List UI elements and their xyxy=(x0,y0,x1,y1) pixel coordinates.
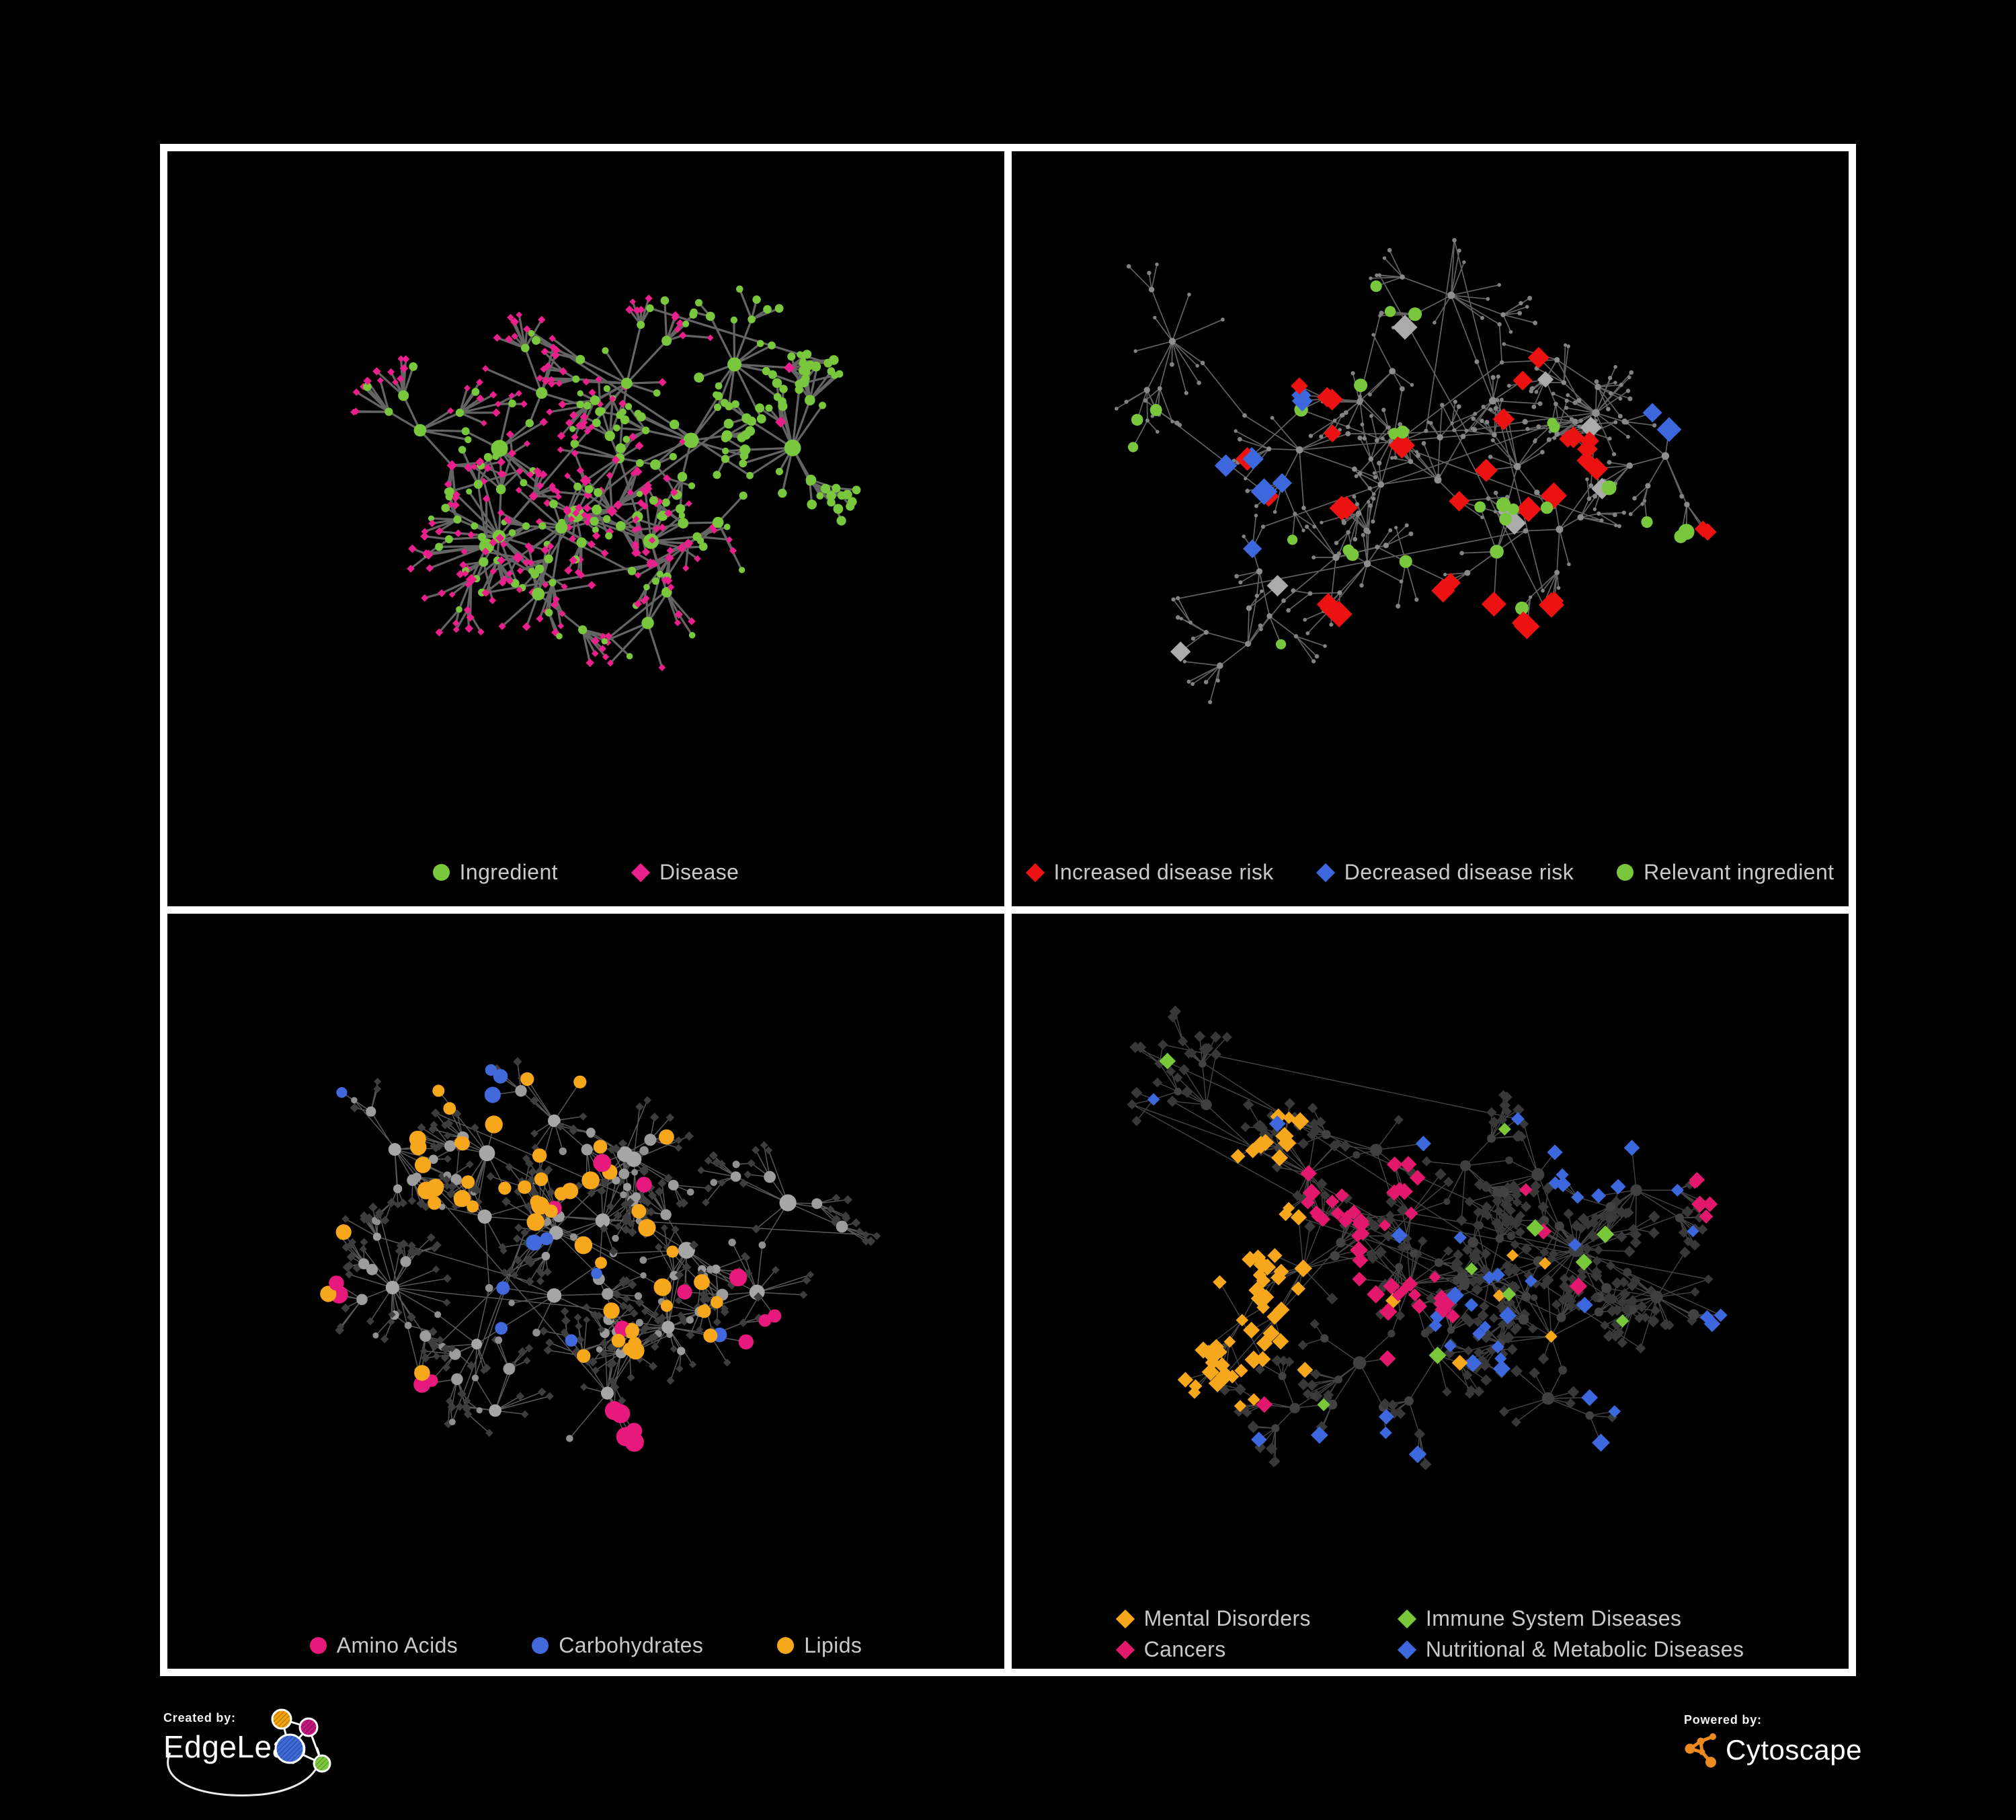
edgeleap-logo xyxy=(271,1708,331,1773)
cancers-marker-icon xyxy=(1115,1640,1135,1659)
legend-label: Decreased disease risk xyxy=(1344,860,1574,884)
lipids-marker-icon xyxy=(777,1637,795,1654)
ingredient-disease-network-canvas xyxy=(350,285,861,672)
legend-nutrient-classes: Amino Acids Carbohydrates Lipids xyxy=(167,1633,1004,1658)
edgeleap-node-blue xyxy=(274,1733,305,1764)
legend-label: Disease xyxy=(659,860,739,884)
legend-item-amino-acids: Amino Acids xyxy=(309,1633,458,1658)
increased-risk-marker-icon xyxy=(1025,863,1045,882)
legend-item-lipids: Lipids xyxy=(777,1633,862,1658)
nutritional-metabolic-marker-icon xyxy=(1397,1640,1417,1659)
disease-categories-network-canvas xyxy=(1127,1005,1728,1470)
panel-disease-risk: Increased disease risk Decreased disease… xyxy=(1012,151,1849,906)
legend-item-carbohydrates: Carbohydrates xyxy=(532,1633,703,1658)
panel-ingredient-disease: Ingredient Disease xyxy=(167,151,1004,906)
cytoscape-credit: Powered by: Cytoscape xyxy=(1684,1713,1886,1769)
figure-frame: Ingredient Disease Increased disease ris… xyxy=(160,144,1856,1676)
ingredient-marker-icon xyxy=(432,864,450,881)
edgeleap-node-magenta xyxy=(298,1717,319,1737)
decreased-risk-marker-icon xyxy=(1316,863,1335,882)
legend-disease-risk: Increased disease risk Decreased disease… xyxy=(1012,860,1849,885)
legend-label: Carbohydrates xyxy=(559,1633,704,1657)
immune-diseases-marker-icon xyxy=(1397,1609,1417,1628)
legend-label: Ingredient xyxy=(459,860,558,884)
legend-item-increased-risk: Increased disease risk xyxy=(1025,860,1274,885)
disease-marker-icon xyxy=(631,863,651,882)
cytoscape-logo xyxy=(1685,1733,1716,1768)
legend-label: Mental Disorders xyxy=(1143,1606,1311,1630)
legend-label: Cancers xyxy=(1143,1637,1226,1661)
legend-ingredient-disease: Ingredient Disease xyxy=(167,860,1004,885)
mental-disorders-marker-icon xyxy=(1115,1609,1135,1628)
legend-item-cancers: Cancers xyxy=(1115,1637,1226,1662)
panel-nutrient-classes: Amino Acids Carbohydrates Lipids xyxy=(167,914,1004,1669)
legend-item-mental-disorders: Mental Disorders xyxy=(1115,1606,1311,1631)
legend-item-relevant-ingredient: Relevant ingredient xyxy=(1617,860,1834,885)
created-by-label: Created by: xyxy=(163,1711,236,1725)
relevant-ingredient-marker-icon xyxy=(1617,864,1634,881)
legend-item-nutritional-metabolic: Nutritional & Metabolic Diseases xyxy=(1397,1637,1744,1662)
edgeleap-node-green xyxy=(313,1754,331,1773)
powered-by-label: Powered by: xyxy=(1684,1713,1762,1727)
nutrient-classes-network-canvas xyxy=(320,1057,881,1452)
carbohydrates-marker-icon xyxy=(532,1637,549,1654)
legend-disease-categories: Mental Disorders Immune System Diseases … xyxy=(1012,1606,1849,1662)
legend-item-decreased-risk: Decreased disease risk xyxy=(1316,860,1574,885)
legend-item-disease: Disease xyxy=(631,860,739,885)
edgeleap-node-orange xyxy=(271,1708,292,1730)
legend-label: Nutritional & Metabolic Diseases xyxy=(1425,1637,1744,1661)
legend-label: Lipids xyxy=(804,1633,862,1657)
legend-item-ingredient: Ingredient xyxy=(432,860,558,885)
legend-label: Increased disease risk xyxy=(1053,860,1274,884)
amino-acids-marker-icon xyxy=(309,1637,327,1654)
legend-label: Immune System Diseases xyxy=(1425,1606,1682,1630)
legend-label: Amino Acids xyxy=(336,1633,458,1657)
legend-label: Relevant ingredient xyxy=(1644,860,1834,884)
disease-risk-network-canvas xyxy=(1115,238,1717,705)
legend-item-immune-diseases: Immune System Diseases xyxy=(1397,1606,1682,1631)
panel-disease-categories: Mental Disorders Immune System Diseases … xyxy=(1012,914,1849,1669)
cytoscape-wordmark: Cytoscape xyxy=(1726,1734,1862,1766)
edgeleap-credit: Created by: EdgeLeap xyxy=(163,1708,352,1805)
